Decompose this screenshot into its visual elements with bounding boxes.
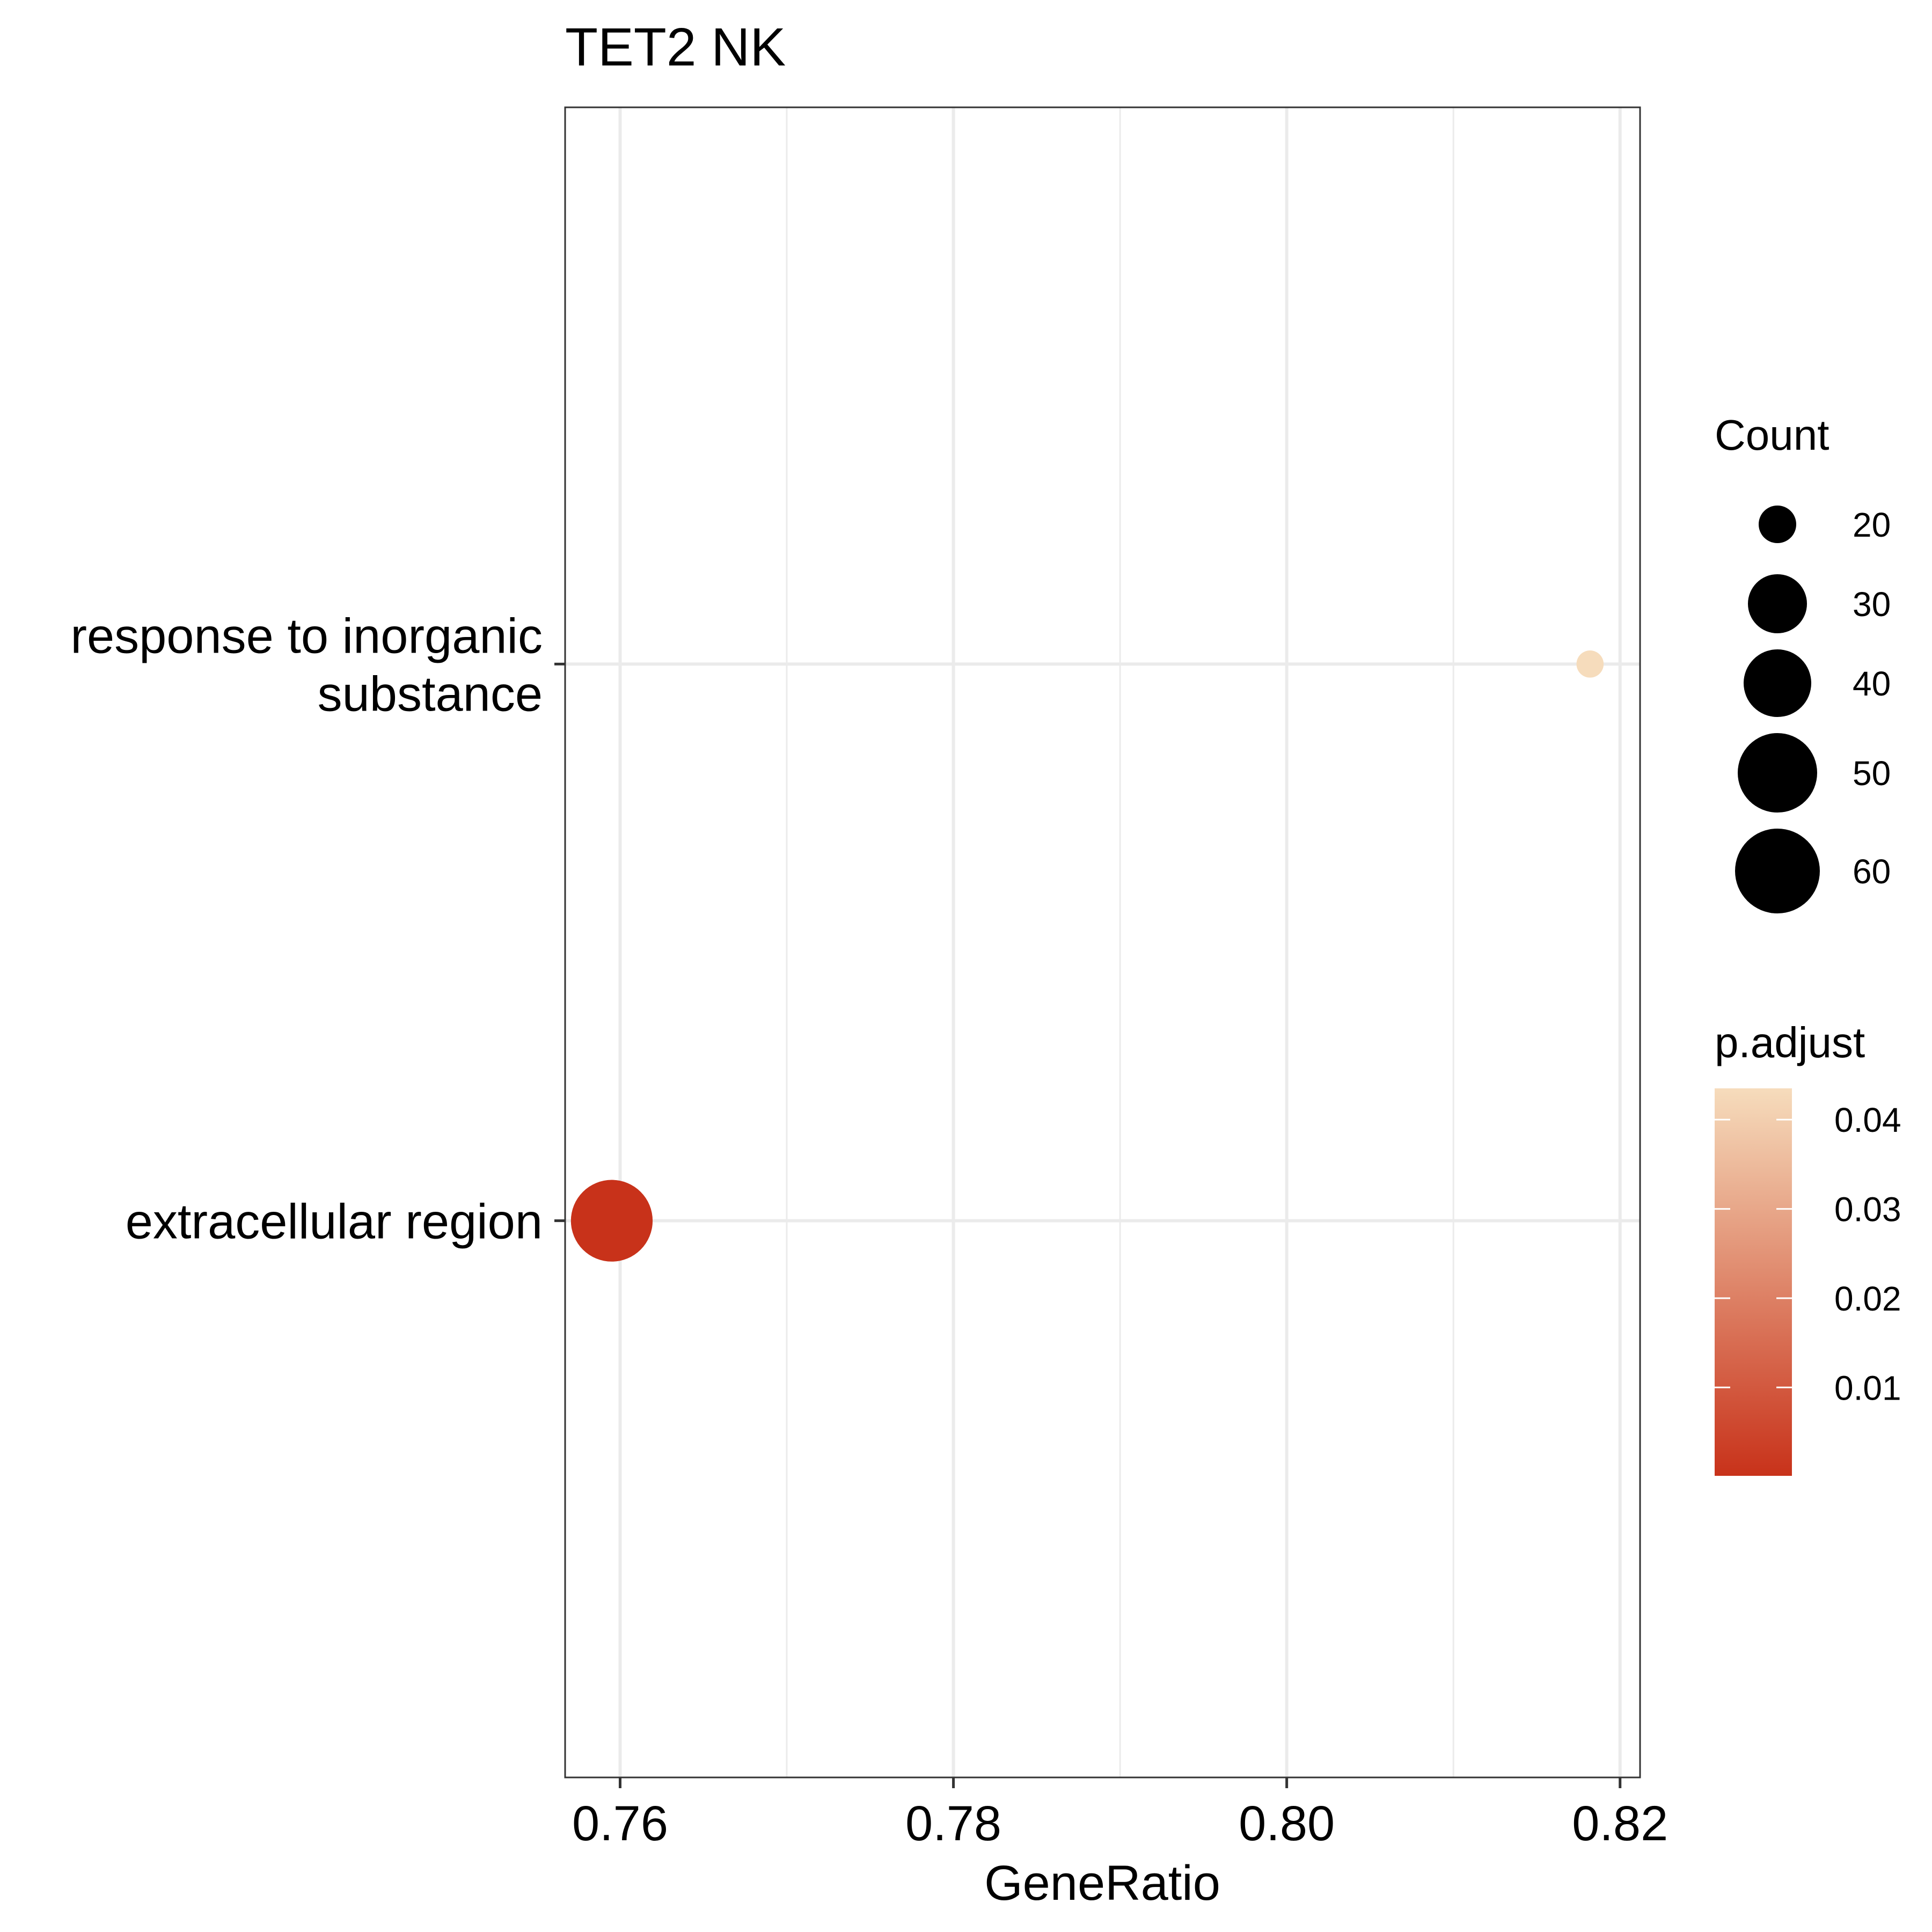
x-axis-label: GeneRatio	[984, 1856, 1220, 1911]
padjust-colorbar	[1715, 1088, 1792, 1476]
data-point	[1576, 650, 1604, 678]
x-tick-label: 0.78	[905, 1796, 1001, 1851]
padjust-legend: p.adjust 0.04 0.03 0.02 0.01	[1715, 1019, 1901, 1476]
padjust-legend-title: p.adjust	[1715, 1019, 1865, 1066]
y-tick-label: extracellular region	[126, 1195, 543, 1249]
x-tick-label: 0.80	[1239, 1796, 1335, 1851]
count-legend: Count 20 30 40 50 60	[1715, 411, 1891, 913]
chart-title: TET2 NK	[565, 17, 786, 77]
count-legend-label: 50	[1853, 754, 1891, 793]
x-tick-label: 0.82	[1572, 1796, 1668, 1851]
count-legend-key	[1735, 829, 1820, 913]
count-legend-key	[1744, 649, 1811, 717]
y-tick-label: substance	[318, 667, 543, 721]
count-legend-key	[1748, 574, 1807, 633]
plot-panel	[564, 106, 1641, 1779]
count-legend-label: 30	[1853, 585, 1891, 624]
panel-background	[565, 107, 1640, 1777]
padjust-legend-label: 0.04	[1834, 1101, 1901, 1139]
data-points	[570, 650, 1604, 1262]
grid-lines	[565, 107, 1640, 1777]
padjust-legend-label: 0.01	[1834, 1368, 1901, 1407]
y-tick-label: response to inorganic	[70, 609, 543, 663]
x-axis: 0.76 0.78 0.80 0.82	[572, 1777, 1668, 1851]
padjust-legend-label: 0.03	[1834, 1190, 1901, 1229]
count-legend-label: 60	[1853, 852, 1891, 891]
count-legend-key	[1738, 733, 1817, 813]
count-legend-title: Count	[1715, 411, 1829, 459]
count-legend-key	[1759, 506, 1796, 543]
panel-border	[564, 106, 1641, 1779]
data-point	[570, 1180, 653, 1262]
count-legend-label: 40	[1853, 664, 1891, 703]
count-legend-label: 20	[1853, 506, 1891, 544]
padjust-legend-label: 0.02	[1834, 1279, 1901, 1318]
x-tick-label: 0.76	[572, 1796, 668, 1851]
